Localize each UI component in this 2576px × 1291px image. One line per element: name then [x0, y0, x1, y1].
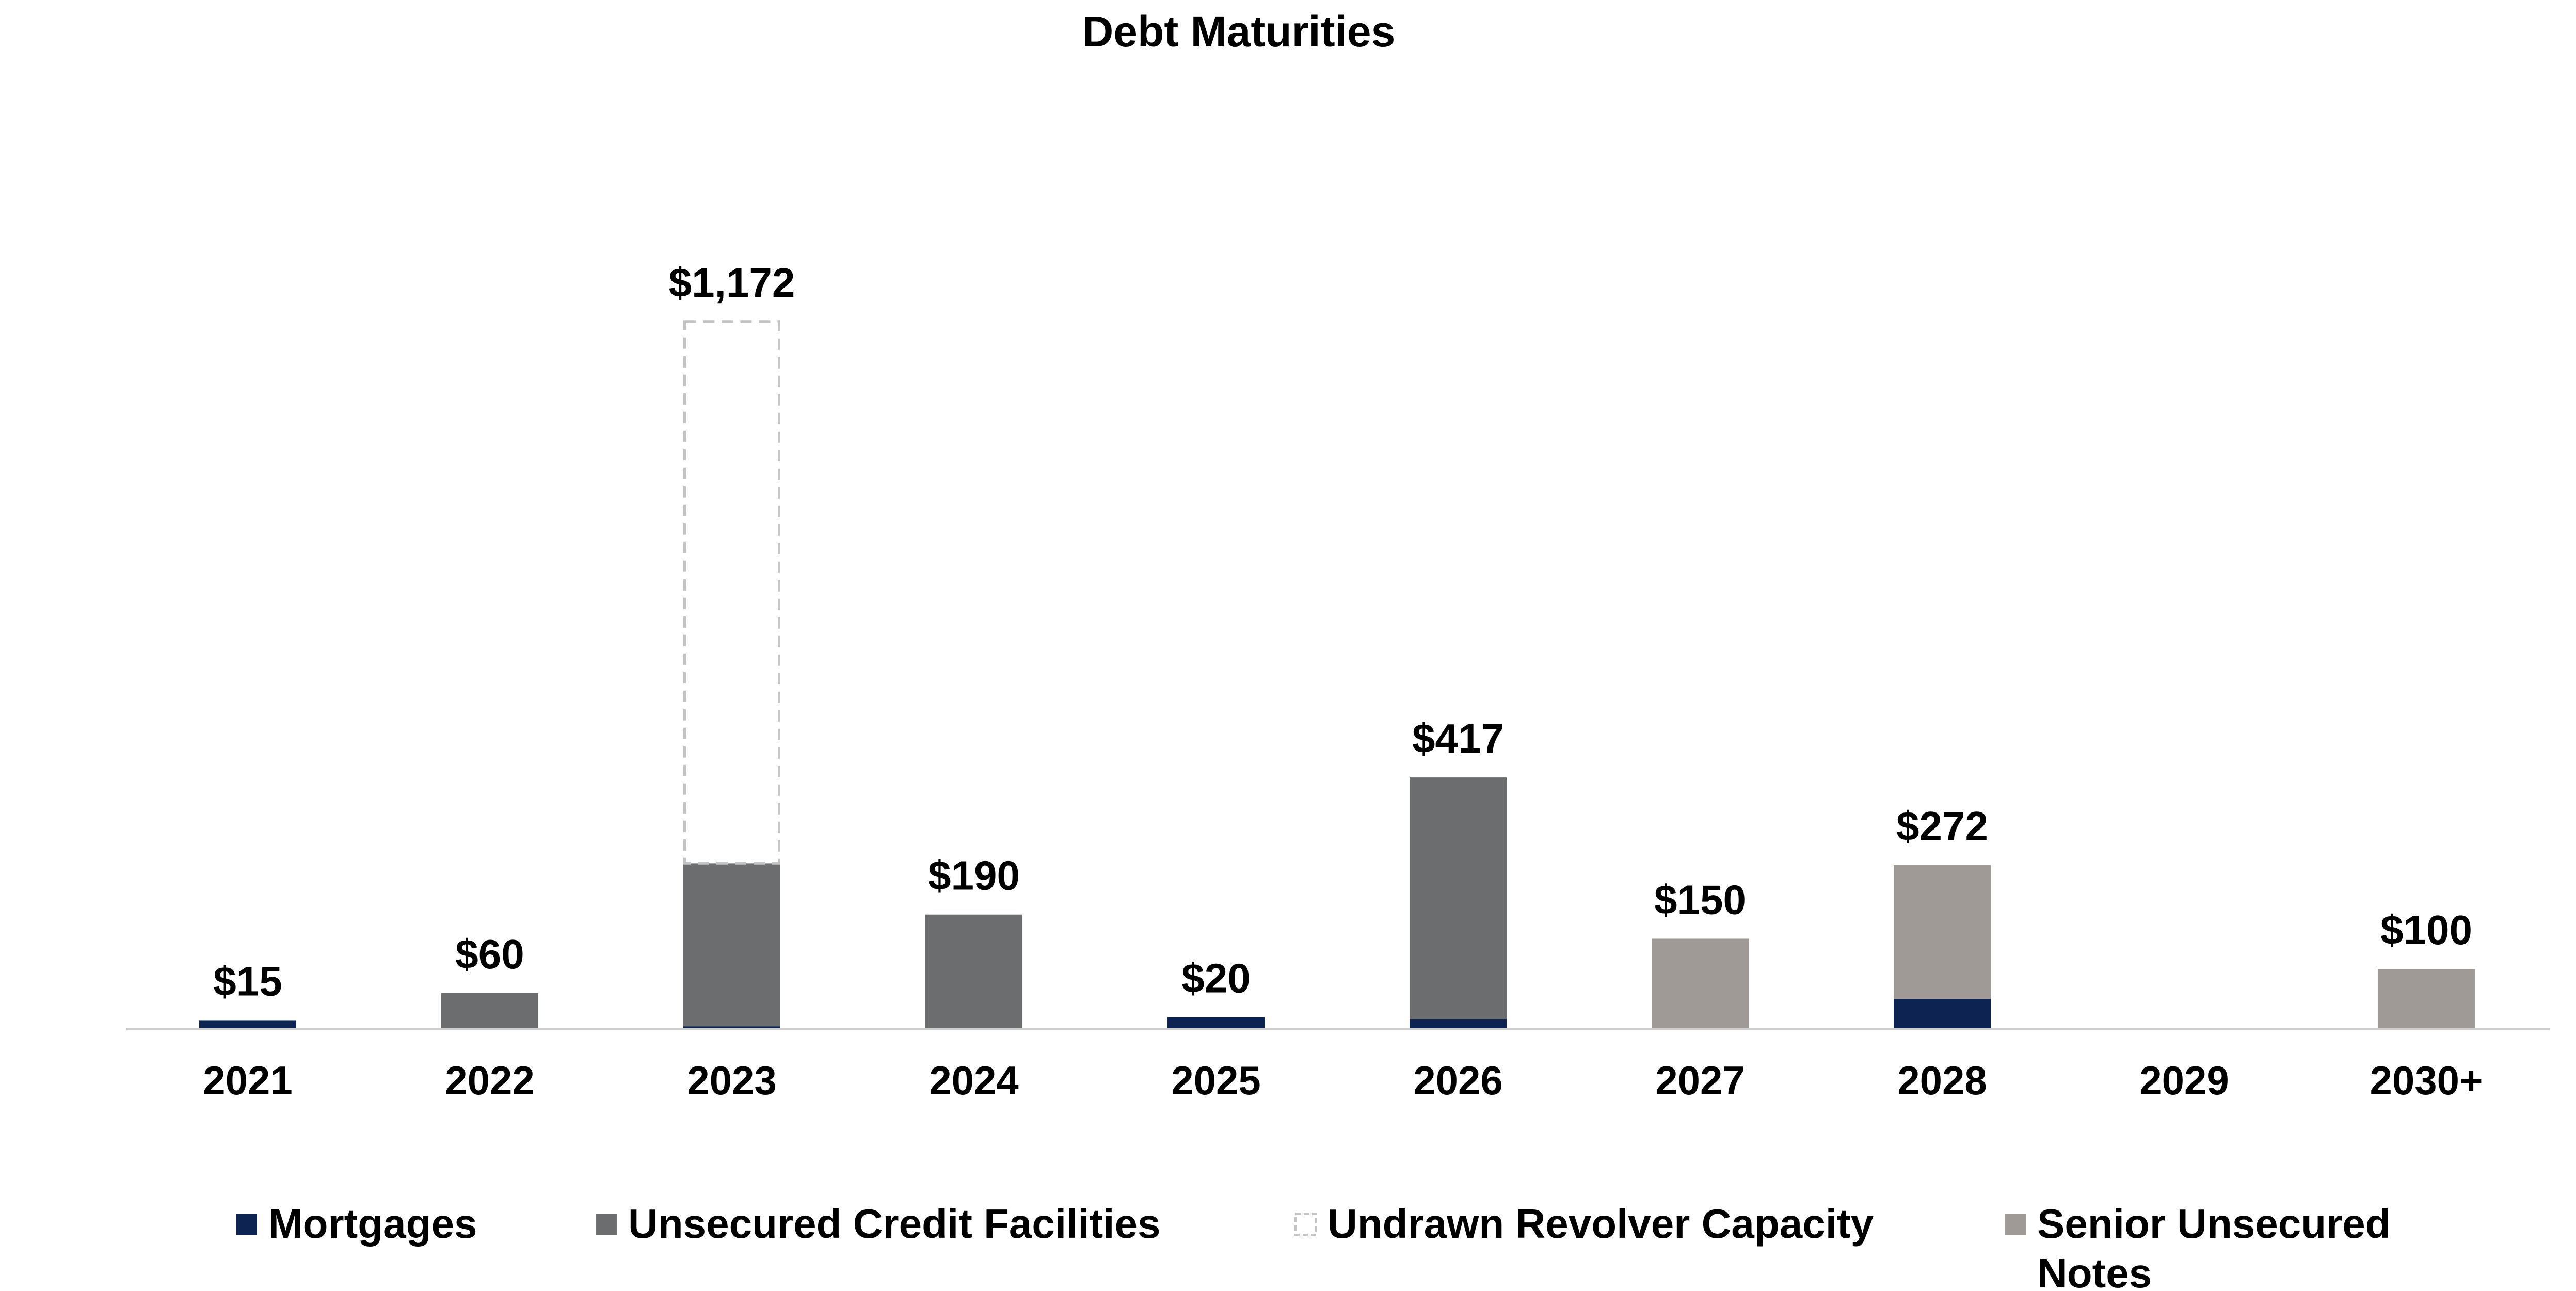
- x-tick-2030: 2030+: [2370, 1058, 2483, 1103]
- x-tick-2026: 2026: [1413, 1058, 1503, 1103]
- bar-unsecured-credit-facilities-2022: [441, 993, 538, 1029]
- x-tick-2023: 2023: [687, 1058, 777, 1103]
- legend-label-undrawn-revolver-capacity: Undrawn Revolver Capacity: [1327, 1201, 1874, 1247]
- bar-senior-unsecured-notes-2027: [1652, 938, 1749, 1029]
- data-label-2026: $417: [1412, 715, 1504, 761]
- bar-undrawn-revolver-capacity-2023: [683, 320, 780, 865]
- x-axis-ticks: 2021 2022 2023 2024 2025 2026 2027 2028 2029 2030…: [203, 1058, 2483, 1103]
- chart-title: Debt Maturities: [1082, 7, 1396, 56]
- bar-unsecured-credit-facilities-2024: [925, 914, 1022, 1029]
- x-tick-2021: 2021: [203, 1058, 293, 1103]
- data-label-2025: $20: [1181, 955, 1250, 1001]
- data-label-2023: $1,172: [669, 260, 795, 306]
- bar-senior-unsecured-notes-2030: [2378, 969, 2475, 1029]
- x-tick-2025: 2025: [1171, 1058, 1261, 1103]
- bar-mortgages-2025: [1167, 1017, 1265, 1029]
- data-label-2030: $100: [2380, 907, 2472, 953]
- bar-mortgages-2021: [199, 1020, 296, 1029]
- legend-swatch-senior-unsecured-notes: [2005, 1214, 2026, 1235]
- bar-senior-unsecured-notes-2028: [1894, 865, 1991, 999]
- x-tick-2024: 2024: [929, 1058, 1019, 1103]
- bar-mortgages-2026: [1410, 1019, 1507, 1029]
- data-label-2021: $15: [213, 958, 282, 1004]
- legend-swatch-unsecured-credit-facilities: [596, 1214, 617, 1235]
- bars-group: [199, 320, 2475, 1029]
- bar-unsecured-credit-facilities-2023: [683, 863, 780, 1027]
- data-label-2027: $150: [1654, 877, 1746, 923]
- legend-label-senior-unsecured-notes: Senior Unsecured Notes: [2037, 1201, 2391, 1291]
- x-tick-2022: 2022: [445, 1058, 535, 1103]
- bar-mortgages-2028: [1894, 999, 1991, 1029]
- legend-label-unsecured-credit-facilities: Unsecured Credit Facilities: [628, 1201, 1160, 1247]
- legend-swatch-undrawn-revolver-capacity: [1294, 1213, 1317, 1236]
- legend-label-mortgages: Mortgages: [268, 1201, 477, 1247]
- x-tick-2028: 2028: [1897, 1058, 1987, 1103]
- x-tick-2027: 2027: [1655, 1058, 1745, 1103]
- bar-mortgages-2023: [683, 1026, 780, 1029]
- bar-unsecured-credit-facilities-2026: [1410, 777, 1507, 1019]
- legend-swatch-mortgages: [236, 1214, 257, 1235]
- x-tick-2029: 2029: [2139, 1058, 2229, 1103]
- data-label-2028: $272: [1896, 803, 1988, 849]
- data-labels-group: $15 $60 $1,172 $190 $20 $417 $150 $272 $100: [213, 260, 2472, 1005]
- data-label-2022: $60: [455, 931, 524, 977]
- data-label-2024: $190: [928, 853, 1020, 899]
- legend: Mortgages Unsecured Credit Facilities Undr…: [236, 1201, 2391, 1291]
